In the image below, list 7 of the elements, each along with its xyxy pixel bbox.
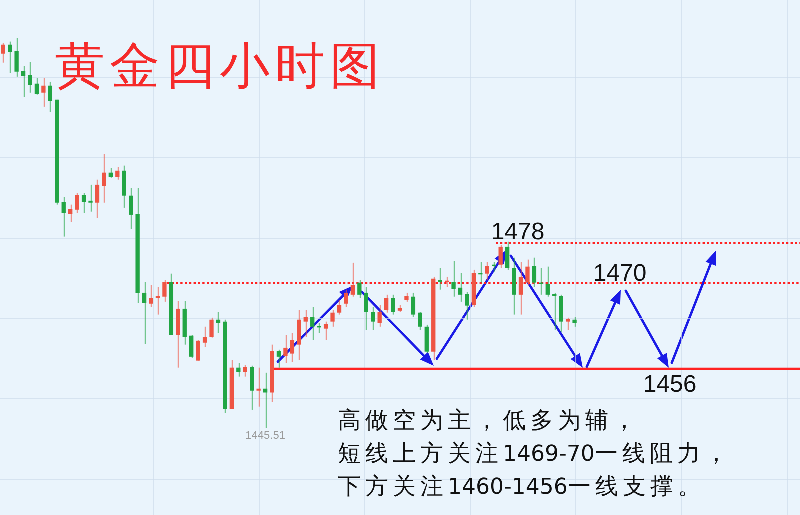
annotation: 1470 (593, 260, 647, 288)
candlestick (196, 340, 200, 362)
annotation: 1478 (491, 218, 545, 246)
annotation: 1456 (643, 371, 697, 398)
annotation: 高做空为主，低多为辅， (338, 408, 640, 434)
annotation: 1445.51 (246, 430, 286, 442)
chart-title: 黄金四小时图 (55, 36, 385, 96)
